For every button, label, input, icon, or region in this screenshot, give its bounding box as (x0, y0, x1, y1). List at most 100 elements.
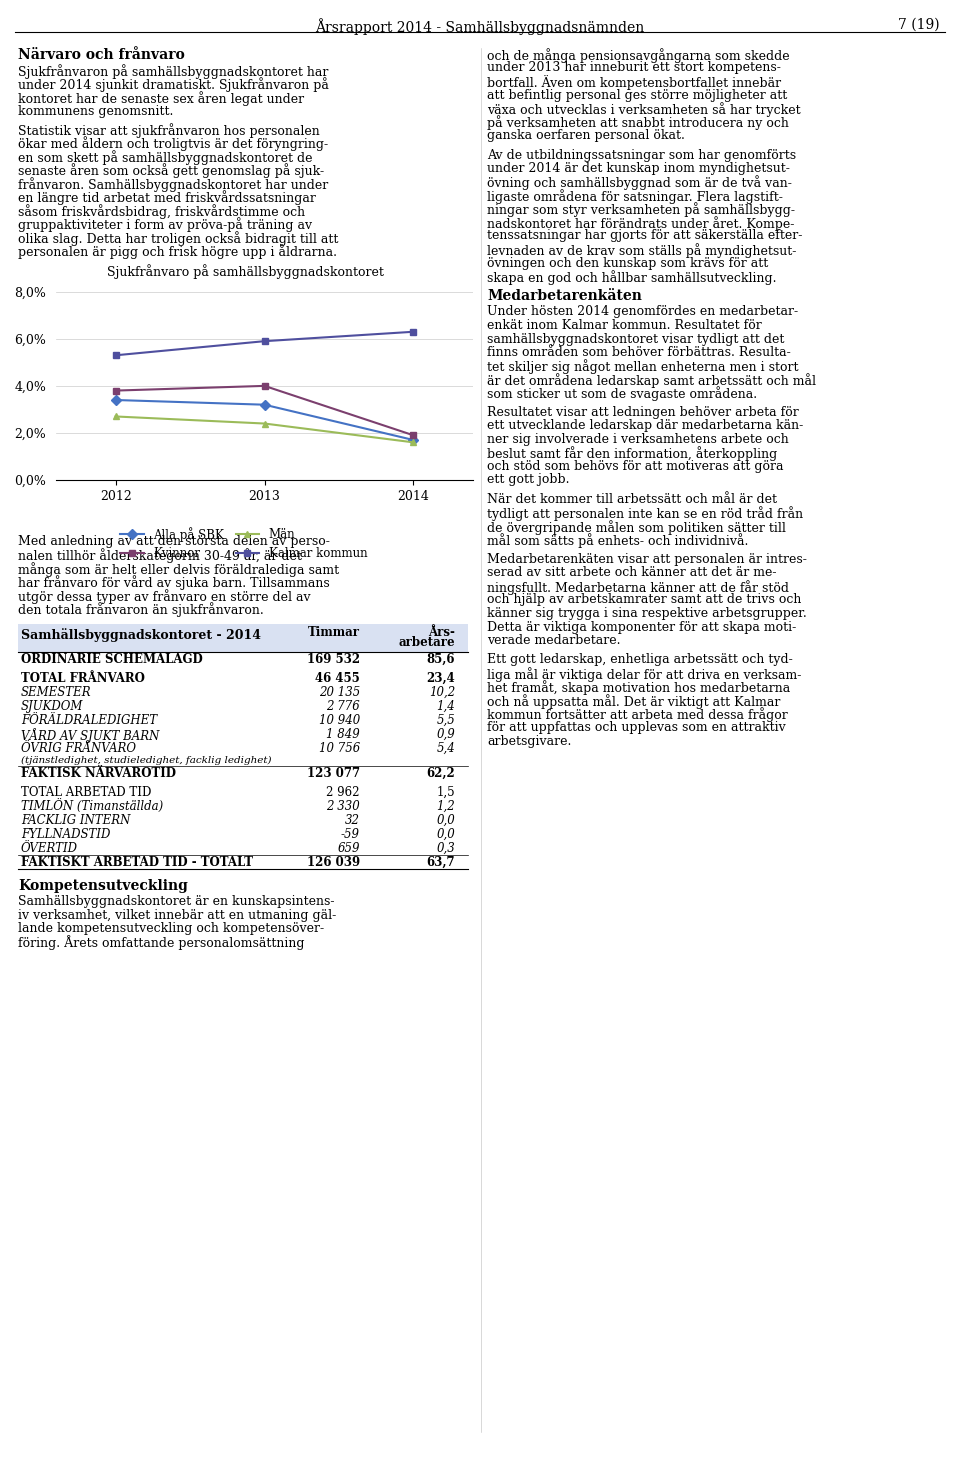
Text: skapa en god och hållbar samhällsutveckling.: skapa en god och hållbar samhällsutveckl… (487, 270, 777, 285)
Text: Timmar: Timmar (308, 626, 360, 639)
Text: 1,4: 1,4 (436, 700, 455, 713)
Legend: Alla på SBK, Kvinnor, Män, Kalmar kommun: Alla på SBK, Kvinnor, Män, Kalmar kommun (115, 522, 372, 566)
Text: kommun fortsätter att arbeta med dessa frågor: kommun fortsätter att arbeta med dessa f… (487, 708, 788, 722)
Text: övning och samhällsbyggnad som är de två van-: övning och samhällsbyggnad som är de två… (487, 175, 792, 190)
Text: 2 962: 2 962 (326, 787, 360, 800)
Män (109, 408, 121, 425)
Text: Samhällsbyggnadskontoret är en kunskapsintens-: Samhällsbyggnadskontoret är en kunskapsi… (18, 895, 334, 908)
Text: 32: 32 (345, 814, 360, 827)
Text: ett gott jobb.: ett gott jobb. (487, 474, 569, 487)
Text: 123 077: 123 077 (307, 768, 360, 781)
Text: nalen tillhör ålderskategorin 30-49 år, är det: nalen tillhör ålderskategorin 30-49 år, … (18, 548, 301, 563)
Text: ett utvecklande ledarskap där medarbetarna kän-: ett utvecklande ledarskap där medarbetar… (487, 420, 804, 433)
Line: Kvinnor: Kvinnor (112, 383, 417, 439)
Text: Statistik visar att sjukfrånvaron hos personalen: Statistik visar att sjukfrånvaron hos pe… (18, 123, 320, 137)
FancyBboxPatch shape (18, 624, 468, 652)
Text: att befintlig personal ges större möjligheter att: att befintlig personal ges större möjlig… (487, 89, 787, 101)
Text: utgör dessa typer av frånvaro en större del av: utgör dessa typer av frånvaro en större … (18, 589, 311, 604)
Text: FYLLNADSTID: FYLLNADSTID (21, 827, 110, 841)
Text: 10 940: 10 940 (319, 713, 360, 727)
Text: föring. Årets omfattande personalomsättning: föring. Årets omfattande personalomsättn… (18, 936, 304, 950)
Text: FAKTISK NÄRVAROTID: FAKTISK NÄRVAROTID (21, 768, 176, 781)
Text: När det kommer till arbetssätt och mål är det: När det kommer till arbetssätt och mål ä… (487, 493, 777, 506)
Text: lande kompetensutveckling och kompetensöver-: lande kompetensutveckling och kompetensö… (18, 923, 324, 936)
Text: Kompetensutveckling: Kompetensutveckling (18, 879, 188, 893)
Text: 5,5: 5,5 (436, 713, 455, 727)
Text: 659: 659 (338, 842, 360, 855)
Kvinnor (259, 377, 271, 395)
Text: ganska oerfaren personal ökat.: ganska oerfaren personal ökat. (487, 129, 684, 142)
Text: liga mål är viktiga delar för att driva en verksam-: liga mål är viktiga delar för att driva … (487, 667, 802, 681)
Text: en som skett på samhällsbyggnadskontoret de: en som skett på samhällsbyggnadskontoret… (18, 151, 313, 165)
Line: Män: Män (112, 412, 417, 446)
Text: FACKLIG INTERN: FACKLIG INTERN (21, 814, 131, 827)
Text: under 2014 sjunkit dramatiskt. Sjukfrånvaron på: under 2014 sjunkit dramatiskt. Sjukfrånv… (18, 77, 329, 92)
Text: bortfall. Även om kompetensbortfallet innebär: bortfall. Även om kompetensbortfallet in… (487, 75, 781, 91)
Text: levnaden av de krav som ställs på myndighetsut-: levnaden av de krav som ställs på myndig… (487, 243, 797, 257)
Text: serad av sitt arbete och känner att det är me-: serad av sitt arbete och känner att det … (487, 566, 777, 579)
Alla på SBK (259, 396, 271, 414)
Text: ligaste områdena för satsningar. Flera lagstift-: ligaste områdena för satsningar. Flera l… (487, 189, 782, 203)
Text: 169 532: 169 532 (307, 654, 360, 667)
Text: Samhällsbyggnadskontoret - 2014: Samhällsbyggnadskontoret - 2014 (21, 629, 261, 642)
Text: och de många pensionsavgångarna som skedde: och de många pensionsavgångarna som sked… (487, 48, 790, 63)
Text: och stöd som behövs för att motiveras att göra: och stöd som behövs för att motiveras at… (487, 461, 783, 474)
Text: ningsfullt. Medarbetarna känner att de får stöd: ningsfullt. Medarbetarna känner att de f… (487, 580, 789, 595)
Text: Resultatet visar att ledningen behöver arbeta för: Resultatet visar att ledningen behöver a… (487, 406, 799, 420)
Text: en längre tid arbetat med friskvårdssatsningar: en längre tid arbetat med friskvårdssats… (18, 190, 316, 205)
Line: Alla på SBK: Alla på SBK (112, 396, 417, 443)
Text: som sticker ut som de svagaste områdena.: som sticker ut som de svagaste områdena. (487, 386, 757, 402)
Text: under 2014 är det kunskap inom myndighetsut-: under 2014 är det kunskap inom myndighet… (487, 162, 790, 175)
Text: 0,0: 0,0 (436, 814, 455, 827)
Text: ORDINARIE SCHEMALAGD: ORDINARIE SCHEMALAGD (21, 654, 203, 667)
Text: 1 849: 1 849 (326, 728, 360, 741)
Text: Närvaro och frånvaro: Närvaro och frånvaro (18, 48, 184, 61)
Text: TOTAL FRÅNVARO: TOTAL FRÅNVARO (21, 673, 145, 686)
Text: ÖVERTID: ÖVERTID (21, 842, 78, 855)
Text: verade medarbetare.: verade medarbetare. (487, 635, 620, 648)
Text: Sjukfrånvaron på samhällsbyggnadskontoret har: Sjukfrånvaron på samhällsbyggnadskontore… (18, 64, 328, 79)
Kvinnor (408, 427, 420, 444)
Text: iv verksamhet, vilket innebär att en utmaning gäl-: iv verksamhet, vilket innebär att en utm… (18, 908, 336, 921)
Text: het framåt, skapa motivation hos medarbetarna: het framåt, skapa motivation hos medarbe… (487, 680, 790, 696)
Text: 63,7: 63,7 (426, 855, 455, 868)
Text: SEMESTER: SEMESTER (21, 686, 91, 699)
Text: 23,4: 23,4 (426, 673, 455, 686)
Text: FÖRÄLDRALEDIGHET: FÖRÄLDRALEDIGHET (21, 713, 157, 727)
Text: TOTAL ARBETAD TID: TOTAL ARBETAD TID (21, 787, 152, 800)
Text: gruppaktiviteter i form av pröva-på träning av: gruppaktiviteter i form av pröva-på trän… (18, 218, 312, 232)
Text: den totala frånvaron än sjukfrånvaron.: den totala frånvaron än sjukfrånvaron. (18, 602, 264, 617)
Text: nadskontoret har förändrats under året. Kompe-: nadskontoret har förändrats under året. … (487, 216, 794, 231)
Text: Detta är viktiga komponenter för att skapa moti-: Detta är viktiga komponenter för att ska… (487, 620, 796, 633)
Text: de övergripande målen som politiken sätter till: de övergripande målen som politiken sätt… (487, 520, 786, 535)
Text: 62,2: 62,2 (426, 768, 455, 781)
Kalmar kommun (408, 323, 420, 341)
Text: 10 756: 10 756 (319, 743, 360, 754)
Text: Medarbetarenkäten visar att personalen är intres-: Medarbetarenkäten visar att personalen ä… (487, 553, 806, 566)
Kvinnor (109, 382, 121, 399)
Text: kommunens genomsnitt.: kommunens genomsnitt. (18, 104, 174, 117)
Text: och nå uppsatta mål. Det är viktigt att Kalmar: och nå uppsatta mål. Det är viktigt att … (487, 694, 780, 709)
Alla på SBK (109, 392, 121, 409)
Text: såsom friskvårdsbidrag, friskvårdstimme och: såsom friskvårdsbidrag, friskvårdstimme … (18, 205, 305, 219)
Text: 46 455: 46 455 (315, 673, 360, 686)
Text: ÖVRIG FRÅNVARO: ÖVRIG FRÅNVARO (21, 743, 136, 754)
Text: 20 135: 20 135 (319, 686, 360, 699)
Text: under 2013 har inneburit ett stort kompetens-: under 2013 har inneburit ett stort kompe… (487, 61, 780, 75)
Text: 2 776: 2 776 (326, 700, 360, 713)
Text: Ett gott ledarskap, enhetliga arbetssätt och tyd-: Ett gott ledarskap, enhetliga arbetssätt… (487, 654, 793, 667)
Text: 0,9: 0,9 (436, 728, 455, 741)
Text: och hjälp av arbetskamrater samt att de trivs och: och hjälp av arbetskamrater samt att de … (487, 594, 802, 607)
Text: Under hösten 2014 genomfördes en medarbetar-: Under hösten 2014 genomfördes en medarbe… (487, 306, 798, 319)
Text: ningar som styr verksamheten på samhällsbygg-: ningar som styr verksamheten på samhälls… (487, 203, 795, 218)
Text: är det områdena ledarskap samt arbetssätt och mål: är det områdena ledarskap samt arbetssät… (487, 373, 816, 387)
Text: har frånvaro för vård av sjuka barn. Tillsammans: har frånvaro för vård av sjuka barn. Til… (18, 576, 329, 591)
Text: personalen är pigg och frisk högre upp i åldrarna.: personalen är pigg och frisk högre upp i… (18, 244, 337, 259)
Text: ökar med åldern och troligtvis är det föryngring-: ökar med åldern och troligtvis är det fö… (18, 136, 328, 152)
Text: SJUKDOM: SJUKDOM (21, 700, 84, 713)
Text: övningen och den kunskap som krävs för att: övningen och den kunskap som krävs för a… (487, 256, 768, 269)
Text: olika slag. Detta har troligen också bidragit till att: olika slag. Detta har troligen också bid… (18, 231, 338, 246)
Text: arbetare: arbetare (398, 636, 455, 649)
Text: 0,0: 0,0 (436, 827, 455, 841)
Text: tenssatsningar har gjorts för att säkerställa efter-: tenssatsningar har gjorts för att säkers… (487, 230, 803, 243)
